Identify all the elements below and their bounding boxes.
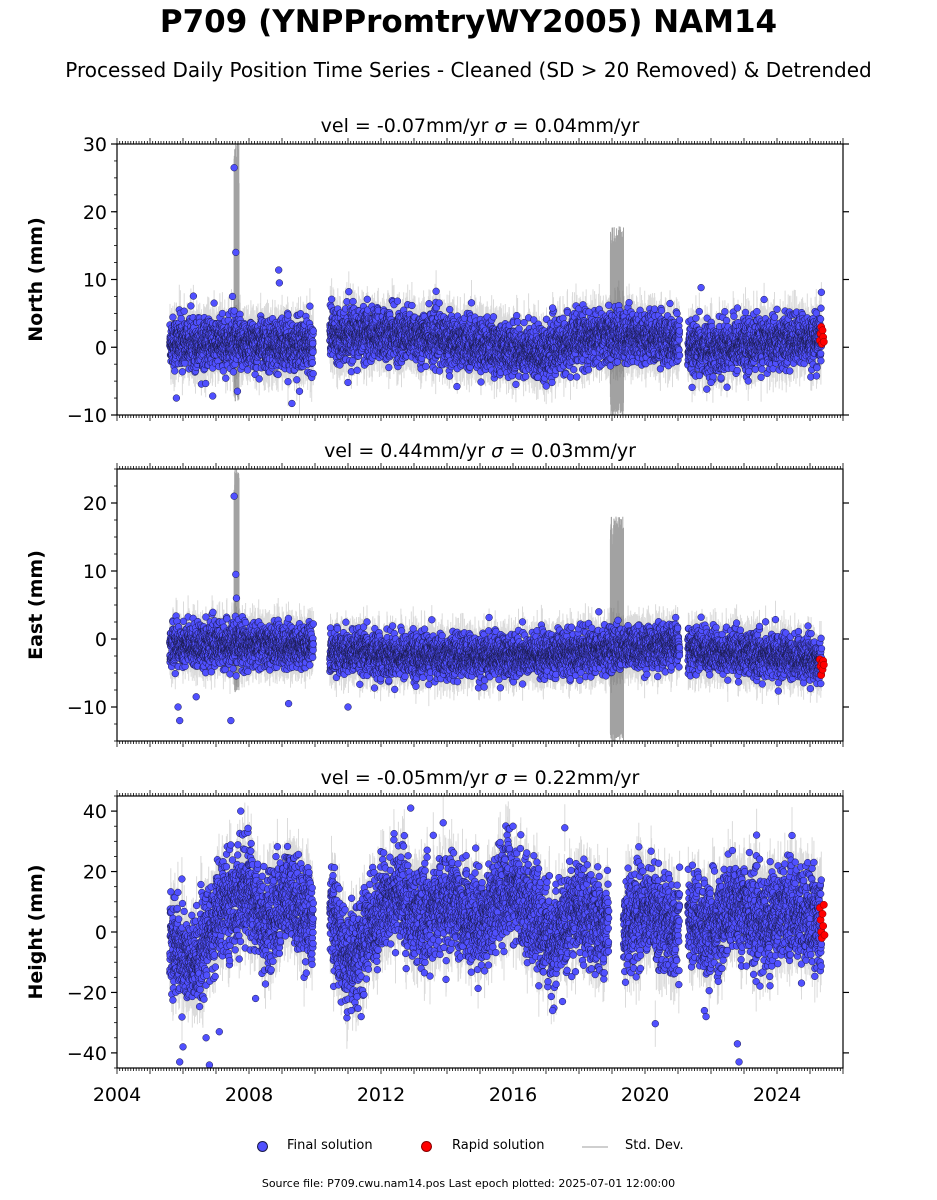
data-point [584, 366, 593, 374]
data-point [345, 288, 353, 296]
data-point [230, 307, 238, 315]
data-point [309, 327, 317, 335]
data-point [243, 366, 252, 374]
data-point [306, 302, 314, 310]
data-point [178, 368, 187, 376]
data-point [489, 313, 498, 321]
data-point [435, 367, 444, 375]
data-point [187, 302, 195, 310]
data-point [477, 378, 485, 386]
data-point [432, 287, 440, 295]
data-point [467, 299, 476, 307]
data-point [566, 373, 575, 381]
data-point [295, 387, 304, 395]
data-point [445, 372, 454, 380]
data-point [385, 363, 393, 372]
data-point [408, 301, 416, 310]
data-point [625, 298, 633, 307]
data-point [309, 339, 317, 348]
data-point [255, 375, 263, 383]
data-point [189, 292, 198, 300]
data-point [293, 376, 301, 384]
data-point [202, 379, 210, 388]
data-point [309, 369, 317, 378]
data-point [425, 300, 433, 308]
data-point [513, 311, 521, 320]
data-point [343, 298, 351, 306]
data-point [169, 313, 177, 321]
data-point [284, 311, 292, 319]
data-point [446, 305, 454, 314]
page-title: P709 (YNPPromtryWY2005) NAM14 [0, 4, 937, 40]
page-subtitle: Processed Daily Position Time Series - C… [0, 58, 937, 82]
data-point [353, 366, 361, 374]
data-point [570, 365, 578, 374]
data-point [435, 299, 443, 307]
stddev-spike-north-1 [233, 144, 240, 402]
data-point [363, 295, 371, 303]
data-point [219, 367, 227, 375]
data-point [512, 380, 520, 389]
data-point [327, 295, 336, 303]
data-point [180, 307, 188, 315]
data-point [513, 318, 522, 326]
data-point [548, 378, 556, 387]
data-point [229, 368, 238, 376]
data-point [210, 299, 218, 307]
data-point [284, 378, 292, 386]
final-points-north [166, 164, 826, 408]
data-point [177, 314, 185, 323]
data-point [222, 374, 230, 382]
data-point [218, 309, 227, 318]
plot-area-north [166, 144, 828, 415]
data-point [308, 359, 317, 367]
data-point [422, 362, 430, 371]
data-point [309, 348, 317, 356]
data-point [573, 373, 581, 381]
data-point [349, 297, 357, 306]
data-point [274, 370, 282, 379]
